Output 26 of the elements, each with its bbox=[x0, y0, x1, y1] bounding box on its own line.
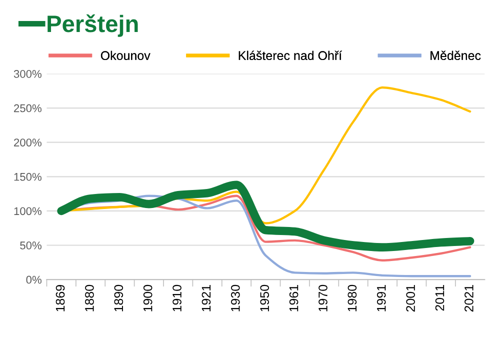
x-tick-label: 1890 bbox=[114, 284, 124, 312]
x-tick-label: 1930 bbox=[230, 284, 240, 312]
y-tick-label: 200% bbox=[14, 138, 42, 146]
y-tick-label: 100% bbox=[14, 207, 42, 216]
x-tick-label: 1869 bbox=[56, 284, 65, 312]
legend-label: Klášterec nad Ohří bbox=[238, 50, 342, 60]
x-tick-label: 2011 bbox=[435, 285, 444, 311]
x-tick-label: 1980 bbox=[348, 284, 357, 312]
x-tick-label: 1991 bbox=[376, 285, 386, 312]
legend-label: Měděnec bbox=[430, 50, 481, 60]
y-tick-label: 300% bbox=[14, 70, 42, 78]
x-tick-label: 2001 bbox=[406, 285, 415, 312]
x-tick-label: 2021 bbox=[464, 285, 474, 312]
x-tick-label: 1921 bbox=[202, 285, 211, 312]
x-tick-label: 1900 bbox=[143, 284, 152, 312]
legend-label: Perštejn bbox=[48, 14, 138, 37]
x-tick-label: 1910 bbox=[172, 284, 182, 312]
y-tick-label: 250% bbox=[14, 104, 42, 112]
y-tick-label: 150% bbox=[14, 172, 42, 181]
legend-label: Okounov bbox=[100, 50, 150, 60]
x-tick-label: 1950 bbox=[260, 284, 270, 312]
x-tick-label: 1970 bbox=[318, 284, 328, 312]
y-tick-label: 50% bbox=[20, 242, 42, 250]
x-tick-label: 1880 bbox=[85, 284, 94, 312]
y-tick-label: 0% bbox=[26, 276, 42, 284]
x-tick-label: 1961 bbox=[289, 285, 298, 312]
